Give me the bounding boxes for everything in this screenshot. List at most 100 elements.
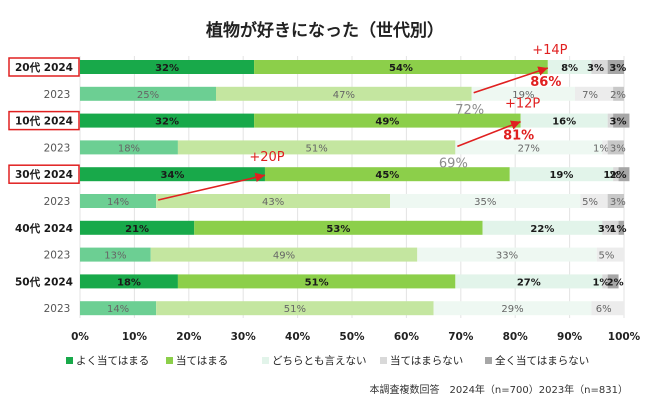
category-label: 2023 bbox=[44, 89, 71, 101]
bar-segment bbox=[80, 167, 265, 182]
data-label: 3% bbox=[610, 143, 626, 154]
category-highlight-box bbox=[8, 110, 80, 131]
data-label: 47% bbox=[333, 90, 355, 101]
bar-segment bbox=[177, 274, 456, 289]
bar-segment bbox=[607, 194, 624, 208]
data-label: 53% bbox=[326, 224, 350, 235]
x-tick-label: 70% bbox=[448, 331, 474, 343]
bar-segment bbox=[471, 86, 576, 101]
data-label: 7% bbox=[582, 90, 598, 101]
data-label: 3% bbox=[610, 197, 626, 208]
data-label: 43% bbox=[262, 197, 284, 208]
bar-segment bbox=[509, 167, 614, 182]
data-label: 16% bbox=[552, 117, 576, 128]
data-label: 25% bbox=[137, 90, 159, 101]
data-label: 49% bbox=[375, 117, 399, 128]
data-label: 49% bbox=[273, 251, 295, 262]
data-label: 34% bbox=[161, 170, 185, 181]
data-label: 21% bbox=[125, 224, 149, 235]
data-label: 1% bbox=[603, 170, 620, 181]
data-label: 27% bbox=[517, 277, 541, 288]
bar-segment bbox=[613, 86, 624, 101]
bar-segment bbox=[455, 274, 603, 289]
legend-swatch bbox=[380, 357, 387, 364]
bar-segment bbox=[80, 301, 157, 316]
change-arrow bbox=[457, 120, 521, 148]
data-label: 51% bbox=[306, 143, 328, 154]
bar-segment bbox=[547, 60, 592, 74]
bar-segment bbox=[607, 60, 624, 74]
bar-segment bbox=[596, 247, 624, 262]
bar-segment bbox=[575, 86, 614, 101]
data-label: 2% bbox=[610, 90, 626, 101]
value-annotation: 69% bbox=[439, 156, 468, 171]
category-label: 20代 2024 bbox=[15, 61, 73, 74]
x-tick-label: 0% bbox=[71, 331, 89, 343]
legend-swatch bbox=[485, 357, 492, 364]
x-tick-label: 60% bbox=[394, 331, 420, 343]
legend-swatch bbox=[166, 357, 173, 364]
data-label: 13% bbox=[104, 251, 126, 262]
data-label: 1% bbox=[610, 224, 627, 235]
bar-segment bbox=[580, 194, 608, 208]
data-label: 33% bbox=[496, 251, 518, 262]
legend-swatch bbox=[66, 357, 73, 364]
data-label: 2% bbox=[607, 277, 624, 288]
bar-segment bbox=[80, 247, 151, 262]
data-label: 51% bbox=[305, 277, 329, 288]
footnote: 本調査複数回答 2024年（n=700）2023年（n=831） bbox=[369, 383, 628, 396]
bar-segment bbox=[177, 140, 456, 155]
x-tick-label: 10% bbox=[122, 331, 148, 343]
data-label: 2% bbox=[610, 170, 627, 181]
data-label: 5% bbox=[598, 251, 614, 262]
change-annotation: +20P bbox=[249, 150, 284, 165]
bar-segment bbox=[80, 274, 178, 289]
x-tick-label: 30% bbox=[231, 331, 257, 343]
data-label: 27% bbox=[518, 143, 540, 154]
data-label: 51% bbox=[284, 304, 306, 315]
data-label: 1% bbox=[592, 277, 609, 288]
change-arrow bbox=[473, 66, 549, 94]
data-label: 3% bbox=[587, 63, 604, 74]
chart-title: 植物が好きになった（世代別） bbox=[206, 20, 444, 41]
x-tick-label: 80% bbox=[503, 331, 529, 343]
data-label: 14% bbox=[107, 304, 129, 315]
x-tick-label: 50% bbox=[339, 331, 365, 343]
bar-segment bbox=[482, 220, 603, 235]
x-tick-label: 40% bbox=[285, 331, 311, 343]
value-annotation: 86% bbox=[530, 75, 561, 90]
bar-segment bbox=[417, 247, 597, 262]
bar-segment bbox=[602, 220, 619, 235]
bar-segment bbox=[607, 140, 624, 155]
data-label: 19% bbox=[549, 170, 573, 181]
data-label: 3% bbox=[598, 224, 615, 235]
bar-segment bbox=[390, 194, 581, 208]
bar-segment bbox=[602, 140, 608, 155]
x-tick-label: 20% bbox=[176, 331, 202, 343]
data-label: 18% bbox=[117, 277, 141, 288]
bar-segment bbox=[455, 140, 603, 155]
bar-segment bbox=[433, 301, 592, 316]
legend-swatch bbox=[262, 357, 269, 364]
bar-segment bbox=[520, 113, 608, 128]
legend-label: どちらとも言えない bbox=[272, 354, 367, 367]
bar-segment bbox=[607, 274, 619, 289]
bar-segment bbox=[607, 113, 614, 128]
data-label: 6% bbox=[596, 304, 612, 315]
value-annotation: 81% bbox=[503, 129, 534, 144]
bar-segment bbox=[80, 86, 216, 101]
category-label: 40代 2024 bbox=[15, 222, 73, 235]
data-label: 29% bbox=[501, 304, 523, 315]
bar-segment bbox=[254, 60, 548, 74]
data-label: 45% bbox=[375, 170, 399, 181]
legend-label: よく当てはまる bbox=[76, 354, 149, 367]
category-highlight-box bbox=[8, 57, 80, 77]
data-label: 1% bbox=[593, 143, 609, 154]
bar-segment bbox=[591, 301, 624, 316]
data-label: 8% bbox=[561, 63, 578, 74]
bar-segment bbox=[613, 167, 619, 182]
data-label: 5% bbox=[582, 197, 598, 208]
x-tick-label: 90% bbox=[557, 331, 583, 343]
data-label: 22% bbox=[530, 224, 554, 235]
